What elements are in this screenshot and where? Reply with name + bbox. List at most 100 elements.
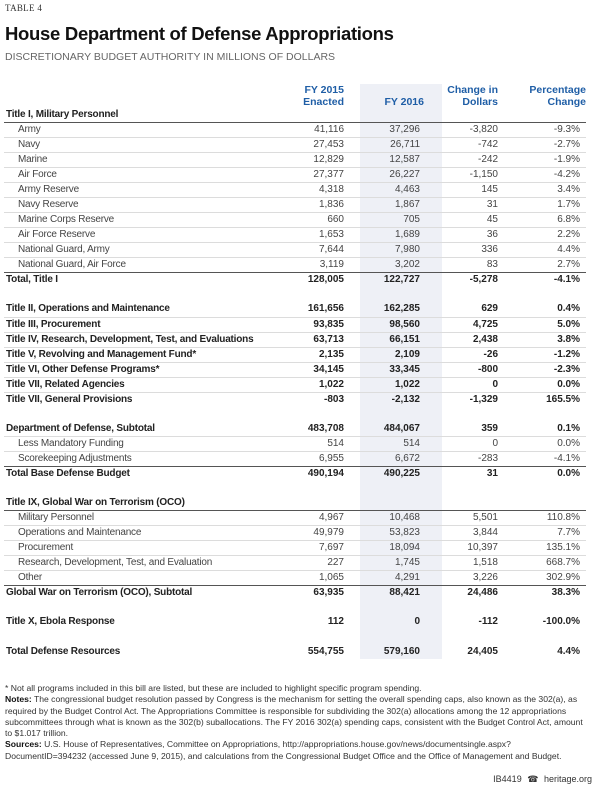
row-label: Department of Defense, Subtotal <box>4 421 300 437</box>
header-row: FY 2015 Enacted FY 2016 Change in Dollar… <box>4 84 586 108</box>
table-row: Title VII, General Provisions -803 -2,132 -… <box>4 392 586 407</box>
pct-cell: -4.1% <box>500 451 586 467</box>
pct-cell: 6.8% <box>500 212 586 229</box>
fy16-cell <box>346 629 442 645</box>
change-cell: 45 <box>442 212 500 229</box>
change-cell: 31 <box>442 197 500 214</box>
fy15-cell: 4,967 <box>300 510 346 526</box>
sources-text: U.S. House of Representatives, Committee… <box>5 739 562 761</box>
row-label: Total Defense Resources <box>6 645 121 657</box>
fy15-cell: 34,145 <box>300 362 346 378</box>
table-row: Army Reserve 4,318 4,463 145 3.4% <box>4 182 586 199</box>
change-cell: -1,329 <box>469 393 498 405</box>
pct-cell: 0.0% <box>500 436 586 452</box>
subtitle: DISCRETIONARY BUDGET AUTHORITY IN MILLIO… <box>5 51 336 63</box>
row-label: Total, Title I <box>6 274 58 286</box>
change-cell <box>442 481 500 496</box>
site-link[interactable]: heritage.org <box>543 774 592 784</box>
change-cell: 31 <box>486 467 498 479</box>
row-label: Navy Reserve <box>4 197 300 214</box>
notes-text: The congressional budget resolution pass… <box>5 694 583 739</box>
pct-cell: -4.2% <box>500 167 586 184</box>
page-title: House Department of Defense Appropriatio… <box>5 23 394 44</box>
change-cell <box>442 630 500 645</box>
fy15-cell <box>300 407 346 422</box>
pct-cell: -2.7% <box>500 137 586 154</box>
row-label: Research, Development, Test, and Evaluat… <box>4 555 300 571</box>
table-row: Operations and Maintenance 49,979 53,823 3,… <box>4 525 586 541</box>
table-row: Other 1,065 4,291 3,226 302.9% <box>4 570 586 586</box>
pct-cell: 165.5% <box>546 393 580 405</box>
change-cell: -800 <box>442 362 500 378</box>
table-row: Department of Defense, Subtotal 483,708 48… <box>4 421 586 437</box>
change-cell: -283 <box>442 451 500 467</box>
row-label: Title II, Operations and Maintenance <box>4 302 300 318</box>
table-row: Air Force Reserve 1,653 1,689 36 2.2% <box>4 227 586 244</box>
table-row: Navy 27,453 26,711 -742 -2.7% <box>4 137 586 154</box>
row-label: National Guard, Air Force <box>4 257 300 274</box>
fy15-cell: 227 <box>300 555 346 571</box>
change-cell: -1,150 <box>442 167 500 184</box>
table-row: Title II, Operations and Maintenance 161,… <box>4 302 586 318</box>
fy16-cell: 1,745 <box>346 555 442 571</box>
footnotes: * Not all programs included in this bill… <box>5 683 590 762</box>
pct-cell: 135.1% <box>500 540 586 556</box>
fy15-cell: 490,194 <box>307 467 344 479</box>
pct-cell: 0.0% <box>557 467 580 479</box>
row-label: Scorekeeping Adjustments <box>4 451 300 467</box>
row-label: Less Mandatory Funding <box>4 436 300 452</box>
change-cell: 336 <box>442 242 500 259</box>
fy16-cell: 33,345 <box>346 362 442 378</box>
change-cell: 83 <box>442 257 500 274</box>
fy16-cell: 490,225 <box>346 466 442 481</box>
fy15-cell: 128,005 <box>307 274 344 286</box>
pct-cell <box>500 108 586 124</box>
row-label: Other <box>4 570 300 586</box>
fy16-cell: 98,560 <box>346 317 442 333</box>
fy15-cell: -803 <box>323 393 344 405</box>
fy15-cell: 4,318 <box>300 182 346 199</box>
table-row: Marine 12,829 12,587 -242 -1.9% <box>4 152 586 169</box>
row-label: Military Personnel <box>4 510 300 526</box>
fy15-cell <box>300 600 346 615</box>
table-row: Military Personnel 4,967 10,468 5,501 110.8% <box>4 510 586 526</box>
spacer-row <box>4 629 586 645</box>
fy16-cell: 18,094 <box>346 540 442 556</box>
pct-cell <box>500 288 586 303</box>
table-row: Total Base Defense Budget 490,194 490,225 3… <box>4 466 586 481</box>
fy15-cell: 7,697 <box>300 540 346 556</box>
pct-cell <box>500 481 586 496</box>
fy15-cell: 93,835 <box>300 317 346 333</box>
fy15-cell: 660 <box>300 212 346 229</box>
fy16-cell: 2,109 <box>346 347 442 363</box>
pct-cell: 110.8% <box>500 510 586 526</box>
table-row: Army 41,116 37,296 -3,820 -9.3% <box>4 122 586 139</box>
change-cell: -5,278 <box>469 274 498 286</box>
fy15-cell: 1,022 <box>300 377 346 393</box>
change-cell: 1,518 <box>442 555 500 571</box>
change-cell: 3,226 <box>442 570 500 586</box>
row-label: Global War on Terrorism (OCO), Subtotal <box>6 587 193 599</box>
change-cell: -26 <box>442 347 500 363</box>
fy15-cell: 41,116 <box>300 122 346 139</box>
fy16-cell: 579,160 <box>346 644 442 660</box>
table-row: Global War on Terrorism (OCO), Subtotal 6… <box>4 585 586 601</box>
fy15-cell: 2,135 <box>300 347 346 363</box>
pct-cell: -100.0% <box>542 616 580 628</box>
pct-cell: 7.7% <box>500 525 586 541</box>
pct-cell: -1.2% <box>500 347 586 363</box>
fy15-cell: 63,935 <box>313 587 344 599</box>
fy16-cell: 4,463 <box>346 182 442 199</box>
pct-cell: 0.4% <box>500 302 586 318</box>
pct-cell: 3.4% <box>500 182 586 199</box>
sources-label: Sources: <box>5 739 42 750</box>
row-label: Title VII, Related Agencies <box>4 377 300 393</box>
spacer-row <box>4 481 586 496</box>
pct-cell: 668.7% <box>500 555 586 571</box>
fy16-cell: 26,227 <box>346 167 442 184</box>
pct-cell: 0.1% <box>500 421 586 437</box>
pct-cell: 0.0% <box>500 377 586 393</box>
table-row: Scorekeeping Adjustments 6,955 6,672 -283 -4… <box>4 451 586 467</box>
fy15-cell: 6,955 <box>300 451 346 467</box>
change-cell: 0 <box>442 436 500 452</box>
